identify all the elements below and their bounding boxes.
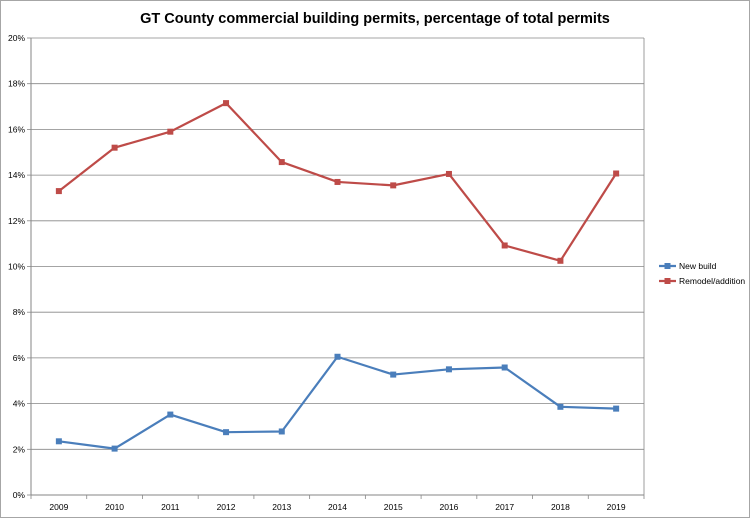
x-tick-label: 2012 xyxy=(217,502,236,512)
series-line-new-build xyxy=(58,355,617,450)
data-point-remodel-addition xyxy=(223,100,230,107)
x-tick-label: 2013 xyxy=(272,502,291,512)
chart-title: GT County commercial building permits, p… xyxy=(140,11,610,27)
data-point-new-build xyxy=(223,429,230,436)
data-point-remodel-addition xyxy=(557,257,564,264)
legend-label-remodel-addition: Remodel/addition xyxy=(679,276,745,286)
y-tick-label: 16% xyxy=(8,124,25,134)
data-point-remodel-addition xyxy=(167,128,174,135)
legend-marker-remodel-addition xyxy=(664,278,671,284)
data-point-new-build xyxy=(501,364,508,371)
data-point-remodel-addition xyxy=(334,178,341,185)
data-point-new-build xyxy=(445,366,452,373)
x-tick-label: 2014 xyxy=(328,502,347,512)
y-tick-label: 12% xyxy=(8,216,25,226)
x-tick-label: 2015 xyxy=(384,502,403,512)
y-tick-label: 14% xyxy=(8,170,25,180)
legend-marker-new-build xyxy=(664,263,671,269)
y-tick-label: 10% xyxy=(8,262,25,272)
y-tick-label: 18% xyxy=(8,79,25,89)
y-axis-ticks: 0% 2% 4% 6% 8% 10% 12% 14% 16% 18% 20% xyxy=(8,33,31,500)
data-point-remodel-addition xyxy=(613,170,620,177)
data-point-new-build xyxy=(111,445,118,452)
y-tick-label: 0% xyxy=(13,490,26,500)
x-axis-ticks: 2009 2010 2011 2012 2013 2014 2015 2016 2017 2018… xyxy=(30,495,645,512)
x-tick-label: 2018 xyxy=(551,502,570,512)
data-point-remodel-addition xyxy=(390,182,397,189)
data-point-new-build xyxy=(278,428,285,435)
data-point-remodel-addition xyxy=(445,170,452,177)
y-tick-label: 2% xyxy=(13,444,26,454)
data-point-new-build xyxy=(390,371,397,378)
y-tick-label: 8% xyxy=(13,307,26,317)
data-point-remodel-addition xyxy=(278,159,285,166)
series-group xyxy=(55,100,620,452)
x-tick-label: 2016 xyxy=(439,502,458,512)
data-point-remodel-addition xyxy=(501,242,508,249)
y-tick-label: 4% xyxy=(13,399,26,409)
x-tick-label: 2019 xyxy=(607,502,626,512)
y-tick-label: 20% xyxy=(8,33,25,43)
data-point-new-build xyxy=(167,411,174,418)
legend: New build Remodel/addition xyxy=(659,261,745,286)
data-point-new-build xyxy=(557,403,564,410)
x-tick-label: 2010 xyxy=(105,502,124,512)
data-point-remodel-addition xyxy=(55,188,62,195)
x-tick-label: 2011 xyxy=(161,502,180,512)
data-point-new-build xyxy=(613,405,620,412)
gridlines xyxy=(31,37,644,496)
y-tick-label: 6% xyxy=(13,353,26,363)
legend-label-new-build: New build xyxy=(679,261,717,271)
x-tick-label: 2017 xyxy=(495,502,514,512)
data-point-new-build xyxy=(334,353,341,360)
data-point-new-build xyxy=(55,438,62,445)
data-point-remodel-addition xyxy=(111,144,118,151)
x-tick-label: 2009 xyxy=(49,502,68,512)
